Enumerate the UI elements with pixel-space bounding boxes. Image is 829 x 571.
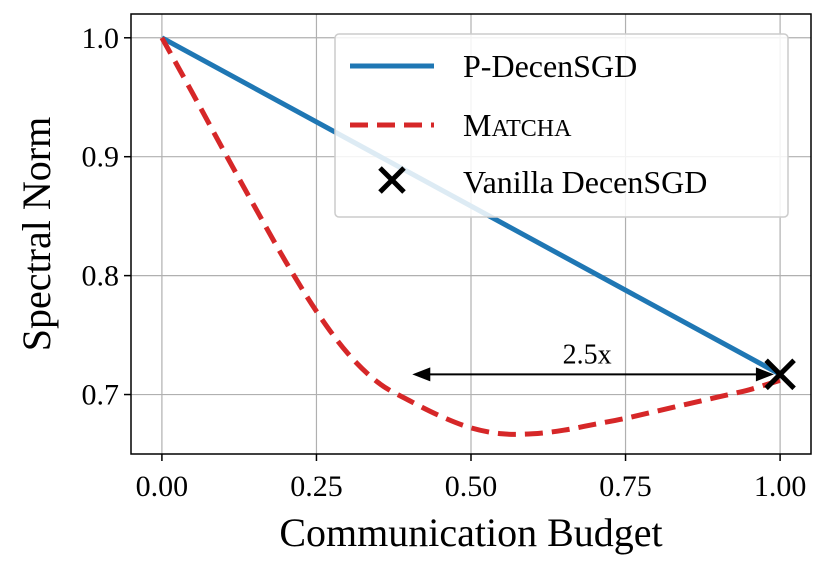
y-tick-label: 0.8 <box>82 260 120 293</box>
x-tick-label: 0.75 <box>599 470 652 503</box>
legend: P-DecenSGD MATCHA Vanilla DecenSGD <box>334 33 789 218</box>
series-matcha-line <box>159 36 781 437</box>
annotation-layer: 2.5x <box>412 339 774 382</box>
x-tick-label: 0.25 <box>290 470 343 503</box>
y-tick-label: 1.0 <box>82 22 120 55</box>
legend-label-matcha: MATCHA <box>463 107 572 143</box>
legend-label-p-decensgd: P-DecenSGD <box>463 48 637 84</box>
y-axis-title: Spectral Norm <box>14 117 59 351</box>
y-tick-label: 0.9 <box>82 141 120 174</box>
legend-swatch-vanilla-decensgd <box>378 166 406 194</box>
x-tick-label: 1.00 <box>754 470 807 503</box>
legend-box <box>334 33 789 218</box>
legend-label-matcha-lead: M <box>463 107 491 143</box>
annotation-label: 2.5x <box>563 339 612 370</box>
y-tick-label: 0.7 <box>82 379 120 412</box>
marker-vanilla-decensgd <box>764 358 796 391</box>
annotation-arrow <box>412 367 774 382</box>
legend-label-vanilla-decensgd: Vanilla DecenSGD <box>463 164 707 200</box>
marker-layer <box>764 358 796 391</box>
x-tick-label: 0.00 <box>136 470 189 503</box>
legend-label-matcha-rest: ATCHA <box>491 116 572 142</box>
x-axis-title: Communication Budget <box>279 510 662 555</box>
tick-layer: 0.00 0.25 0.50 0.75 1.00 0.7 0.8 0.9 1.0 <box>82 22 807 503</box>
x-tick-label: 0.50 <box>445 470 498 503</box>
